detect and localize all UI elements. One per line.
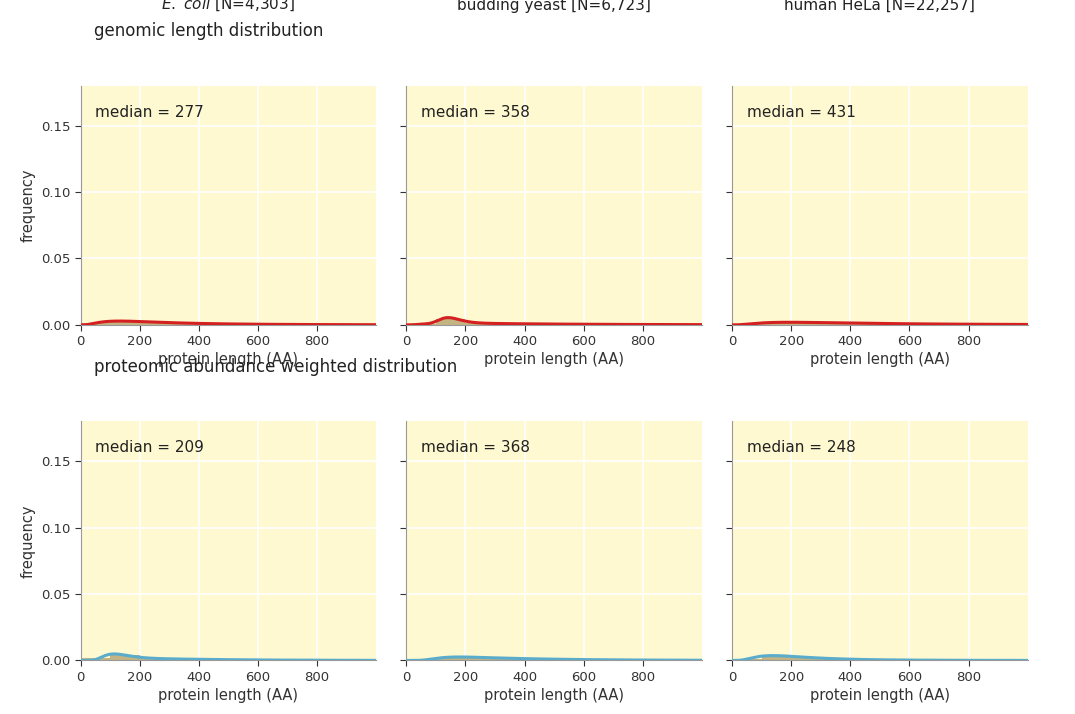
X-axis label: protein length (AA): protein length (AA) bbox=[484, 688, 625, 703]
Bar bbox=[436, 658, 465, 660]
Text: median = 368: median = 368 bbox=[421, 441, 530, 456]
Bar bbox=[496, 323, 525, 325]
X-axis label: protein length (AA): protein length (AA) bbox=[158, 688, 299, 703]
Bar bbox=[140, 658, 170, 660]
Bar bbox=[940, 324, 969, 325]
Bar bbox=[140, 322, 170, 325]
Bar bbox=[791, 658, 821, 660]
Text: median = 277: median = 277 bbox=[96, 105, 204, 120]
Text: proteomic abundance weighted distribution: proteomic abundance weighted distributio… bbox=[95, 358, 458, 376]
Bar bbox=[406, 324, 436, 325]
X-axis label: protein length (AA): protein length (AA) bbox=[809, 688, 950, 703]
Bar bbox=[880, 323, 909, 325]
Y-axis label: frequency: frequency bbox=[20, 169, 35, 242]
Text: $\it{E.\ coli}$ [N=4,303]: $\it{E.\ coli}$ [N=4,303] bbox=[161, 0, 296, 13]
Bar bbox=[791, 323, 821, 325]
Y-axis label: frequency: frequency bbox=[20, 504, 35, 578]
Bar bbox=[199, 323, 229, 325]
Bar bbox=[111, 655, 140, 660]
Bar bbox=[111, 321, 140, 325]
Bar bbox=[850, 323, 880, 325]
X-axis label: protein length (AA): protein length (AA) bbox=[158, 353, 299, 368]
X-axis label: protein length (AA): protein length (AA) bbox=[809, 353, 950, 368]
Bar bbox=[496, 658, 525, 660]
Bar bbox=[821, 323, 850, 325]
Bar bbox=[525, 659, 555, 660]
Bar bbox=[465, 658, 496, 660]
X-axis label: protein length (AA): protein length (AA) bbox=[484, 353, 625, 368]
Bar bbox=[436, 319, 465, 325]
Text: genomic length distribution: genomic length distribution bbox=[95, 22, 324, 41]
Text: median = 358: median = 358 bbox=[421, 105, 530, 120]
Bar bbox=[732, 659, 762, 660]
Text: median = 248: median = 248 bbox=[747, 441, 856, 456]
Text: median = 209: median = 209 bbox=[96, 441, 204, 456]
Bar bbox=[909, 324, 940, 325]
Bar bbox=[762, 656, 791, 660]
Bar bbox=[732, 324, 762, 325]
Bar bbox=[762, 323, 791, 325]
Bar bbox=[81, 323, 111, 325]
Bar bbox=[465, 323, 496, 325]
Bar bbox=[821, 659, 850, 660]
Text: budding yeast [N=6,723]: budding yeast [N=6,723] bbox=[457, 0, 651, 13]
Bar bbox=[170, 659, 199, 660]
Bar bbox=[170, 323, 199, 325]
Text: median = 431: median = 431 bbox=[747, 105, 856, 120]
Bar bbox=[229, 324, 258, 325]
Bar bbox=[81, 658, 111, 660]
Bar bbox=[525, 324, 555, 325]
Text: human HeLa [N=22,257]: human HeLa [N=22,257] bbox=[785, 0, 975, 13]
